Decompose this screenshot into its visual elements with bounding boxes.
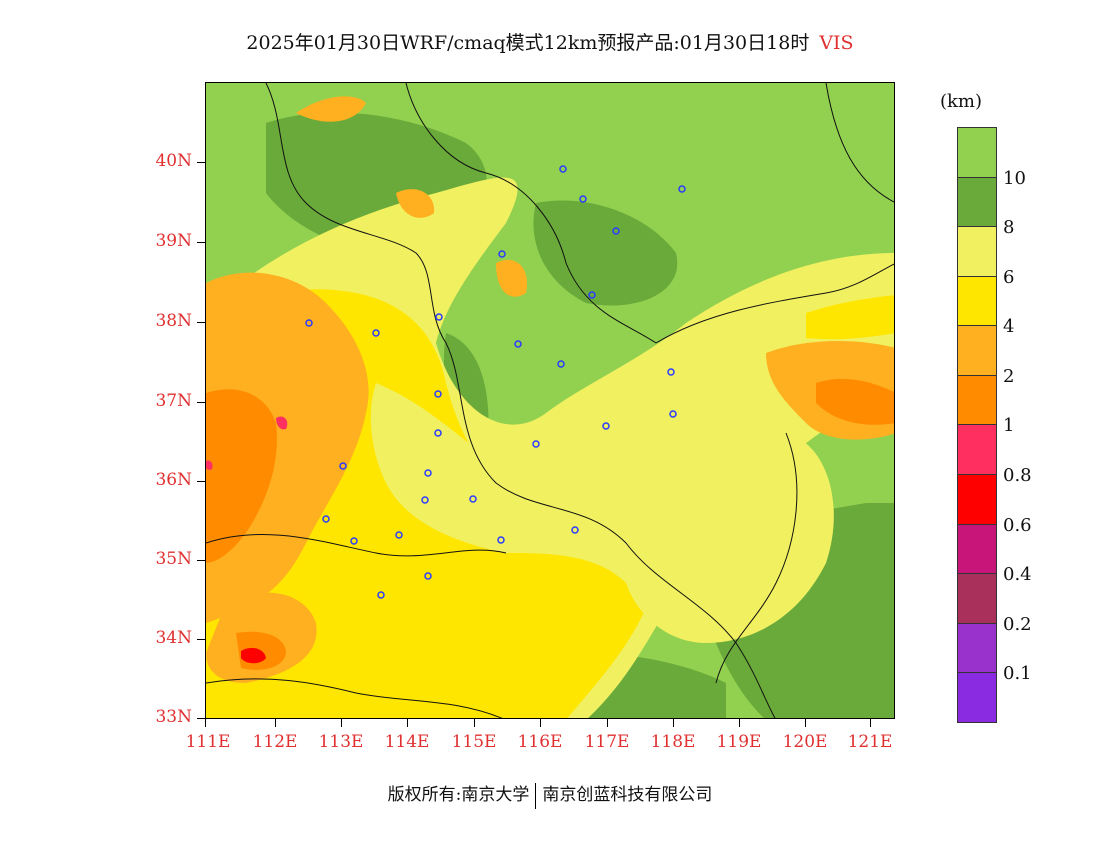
legend-color-swatch bbox=[958, 177, 996, 228]
visibility-field bbox=[206, 83, 894, 718]
x-label-112e: 112E bbox=[252, 732, 298, 752]
copyright-footer: 版权所有:南京大学 南京创蓝科技有限公司 bbox=[0, 780, 1100, 809]
y-tick bbox=[197, 639, 205, 640]
map-title: 2025年01月30日WRF/cmaq模式12km预报产品:01月30日18时 V… bbox=[0, 28, 1100, 55]
y-tick bbox=[197, 481, 205, 482]
legend-color-swatch bbox=[958, 326, 996, 376]
title-text: 2025年01月30日WRF/cmaq模式12km预报产品:01月30日18时 bbox=[246, 32, 810, 54]
x-label-117e: 117E bbox=[584, 732, 630, 752]
x-tick bbox=[805, 719, 806, 727]
legend-color-swatch bbox=[958, 524, 996, 575]
y-label-38n: 38N bbox=[155, 311, 192, 331]
y-tick bbox=[197, 402, 205, 403]
legend-color-swatch bbox=[958, 623, 996, 674]
legend-label: 1 bbox=[1003, 415, 1015, 436]
y-tick bbox=[197, 162, 205, 163]
visibility-map bbox=[205, 82, 895, 719]
x-label-113e: 113E bbox=[318, 732, 364, 752]
y-label-39n: 39N bbox=[155, 231, 192, 251]
legend-label: 8 bbox=[1003, 217, 1015, 238]
x-tick bbox=[275, 719, 276, 727]
legend-color-swatch bbox=[958, 673, 996, 722]
footer-right: 南京创蓝科技有限公司 bbox=[542, 785, 713, 805]
y-tick bbox=[197, 560, 205, 561]
legend-color-swatch bbox=[958, 475, 996, 525]
x-tick bbox=[474, 719, 475, 727]
legend-label: 0.6 bbox=[1003, 515, 1032, 536]
footer-left: 版权所有:南京大学 bbox=[387, 785, 530, 805]
x-tick bbox=[407, 719, 408, 727]
title-variable: VIS bbox=[819, 32, 854, 54]
x-tick bbox=[205, 719, 206, 727]
x-label-115e: 115E bbox=[451, 732, 497, 752]
legend-color-swatch bbox=[958, 375, 996, 426]
x-tick bbox=[673, 719, 674, 727]
x-label-120e: 120E bbox=[782, 732, 828, 752]
x-label-116e: 116E bbox=[517, 732, 563, 752]
x-label-121e: 121E bbox=[847, 732, 893, 752]
legend-label: 2 bbox=[1003, 366, 1015, 387]
legend-color-swatch bbox=[958, 128, 996, 178]
y-label-34n: 34N bbox=[155, 628, 192, 648]
legend-label: 4 bbox=[1003, 316, 1015, 337]
legend-label: 0.2 bbox=[1003, 614, 1032, 635]
y-tick bbox=[197, 718, 205, 719]
x-tick bbox=[341, 719, 342, 727]
legend-color-swatch bbox=[958, 227, 996, 277]
legend-label: 0.4 bbox=[1003, 564, 1032, 585]
color-legend-bar bbox=[957, 127, 997, 723]
y-label-33n: 33N bbox=[155, 707, 192, 727]
footer-divider bbox=[535, 782, 537, 809]
legend-color-swatch bbox=[958, 276, 996, 327]
y-label-37n: 37N bbox=[155, 391, 192, 411]
legend-label: 0.8 bbox=[1003, 465, 1032, 486]
y-tick bbox=[197, 242, 205, 243]
y-tick bbox=[197, 322, 205, 323]
x-label-118e: 118E bbox=[650, 732, 696, 752]
legend-color-swatch bbox=[958, 574, 996, 624]
x-label-111e: 111E bbox=[185, 732, 231, 752]
y-label-35n: 35N bbox=[155, 549, 192, 569]
y-label-40n: 40N bbox=[155, 151, 192, 171]
y-label-36n: 36N bbox=[155, 470, 192, 490]
legend-label: 0.1 bbox=[1003, 663, 1032, 684]
legend-label: 10 bbox=[1003, 168, 1026, 189]
x-tick bbox=[540, 719, 541, 727]
x-tick bbox=[870, 719, 871, 727]
legend-label: 6 bbox=[1003, 267, 1015, 288]
x-tick bbox=[739, 719, 740, 727]
legend-unit: (km) bbox=[940, 91, 983, 112]
x-tick bbox=[607, 719, 608, 727]
legend-color-swatch bbox=[958, 425, 996, 476]
x-label-114e: 114E bbox=[384, 732, 430, 752]
x-label-119e: 119E bbox=[716, 732, 762, 752]
